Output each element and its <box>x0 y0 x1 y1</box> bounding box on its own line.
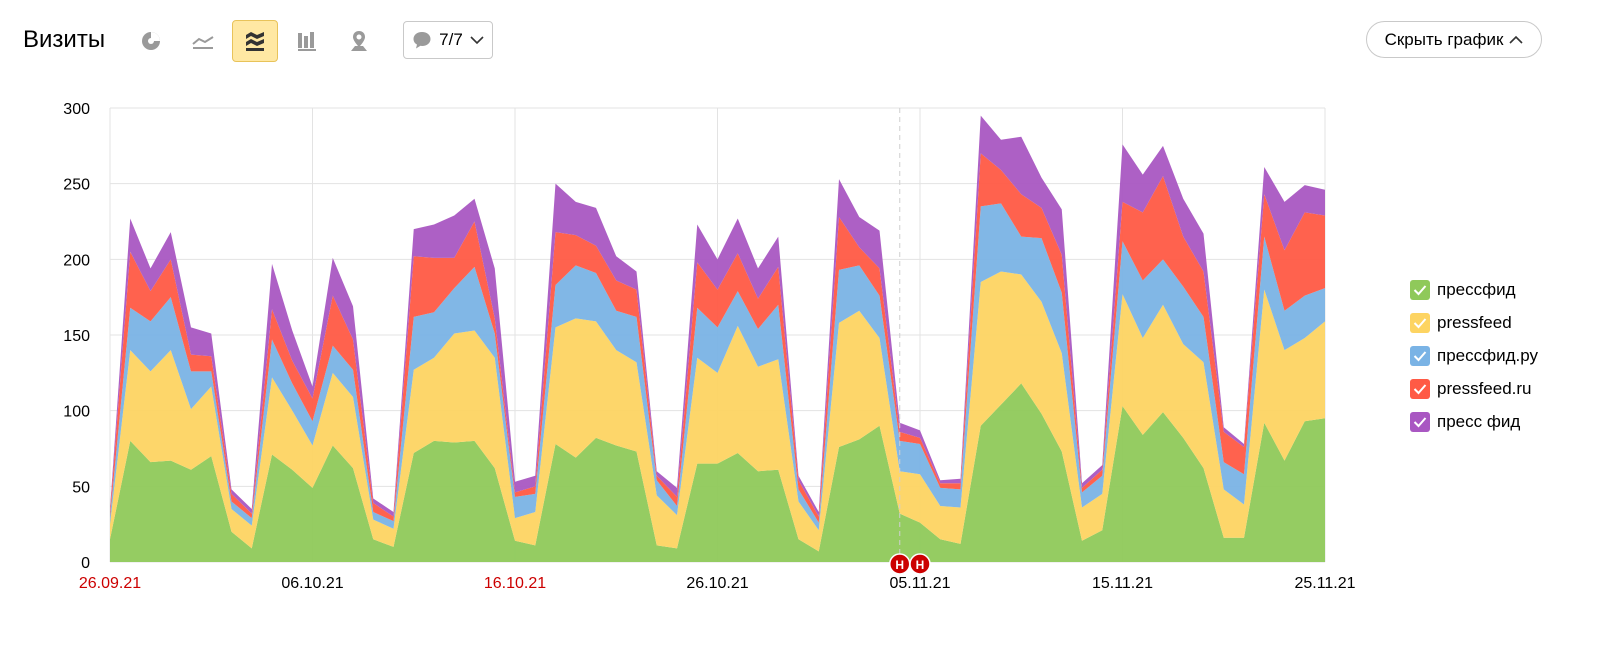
annotation-marker-label: H <box>916 558 925 572</box>
x-tick-label: 06.10.21 <box>281 575 343 592</box>
legend-item[interactable]: прессфид.ру <box>1410 339 1538 372</box>
chevron-down-icon <box>470 36 484 45</box>
legend-item[interactable]: pressfeed.ru <box>1410 372 1538 405</box>
stacked-area-icon <box>246 32 264 51</box>
checkbox-checked-icon[interactable] <box>1410 411 1430 432</box>
bar-chart-icon <box>298 32 316 51</box>
y-tick-label: 0 <box>81 555 90 572</box>
map-pin-icon <box>351 31 367 51</box>
line-view-button[interactable] <box>180 20 226 62</box>
bar-view-button[interactable] <box>284 20 330 62</box>
y-tick-label: 150 <box>63 328 90 345</box>
chevron-up-icon <box>1509 35 1523 44</box>
notes-filter-button[interactable]: 7/7 <box>403 21 493 59</box>
area-series-pressfeed[interactable] <box>110 271 1325 552</box>
x-tick-label: 25.11.21 <box>1294 575 1355 592</box>
checkbox-checked-icon[interactable] <box>1410 312 1430 333</box>
checkbox-checked-icon[interactable] <box>1410 378 1430 399</box>
legend-label: пресс фид <box>1437 411 1521 431</box>
annotation-marker-label: H <box>895 558 904 572</box>
y-tick-label: 300 <box>63 101 90 118</box>
x-tick-label: 26.10.21 <box>686 575 748 592</box>
chart-toolbar: Визиты <box>0 0 1600 86</box>
pie-view-button[interactable] <box>128 20 174 62</box>
area-series-прессфид[interactable] <box>110 383 1325 562</box>
line-chart-icon <box>192 36 214 49</box>
x-tick-label: 16.10.21 <box>484 575 546 592</box>
area-series-прессфид.ру[interactable] <box>110 203 1325 531</box>
hide-chart-label: Скрыть график <box>1384 29 1504 49</box>
legend-label: прессфид.ру <box>1437 345 1539 365</box>
y-tick-label: 250 <box>63 177 90 194</box>
annotation-marker[interactable]: H <box>889 553 911 575</box>
stacked-area-chart: 0 50 100 150 200 250 300 H H 26.09.21 06.10.21 16.1… <box>63 101 1355 592</box>
x-tick-label: 05.11.21 <box>889 575 950 592</box>
legend-label: pressfeed <box>1437 312 1512 332</box>
annotation-marker-dot <box>909 553 931 575</box>
legend-item[interactable]: пресс фид <box>1410 405 1538 438</box>
y-tick-label: 50 <box>72 479 90 496</box>
checkbox-checked-icon[interactable] <box>1410 279 1430 300</box>
chart-legend: прессфид pressfeed прессфид.ру pressfeed.ru… <box>1410 273 1538 438</box>
annotation-marker[interactable]: H <box>909 553 931 575</box>
hide-chart-button[interactable]: Скрыть график <box>1366 21 1542 58</box>
legend-label: pressfeed.ru <box>1437 378 1532 398</box>
notes-count: 7/7 <box>439 30 463 49</box>
pie-chart-icon <box>142 32 160 50</box>
y-tick-label: 100 <box>63 404 90 421</box>
page-title: Визиты <box>23 26 106 53</box>
legend-item[interactable]: прессфид <box>1410 273 1538 306</box>
area-view-button[interactable] <box>232 20 278 62</box>
legend-label: прессфид <box>1437 279 1516 299</box>
comment-icon <box>413 32 431 49</box>
x-tick-label: 15.11.21 <box>1092 575 1153 592</box>
area-series-пресс фид[interactable] <box>110 115 1325 517</box>
legend-item[interactable]: pressfeed <box>1410 306 1538 339</box>
checkbox-checked-icon[interactable] <box>1410 345 1430 366</box>
map-view-button[interactable] <box>336 20 382 62</box>
x-tick-label: 26.09.21 <box>79 575 141 592</box>
y-tick-label: 200 <box>63 252 90 269</box>
